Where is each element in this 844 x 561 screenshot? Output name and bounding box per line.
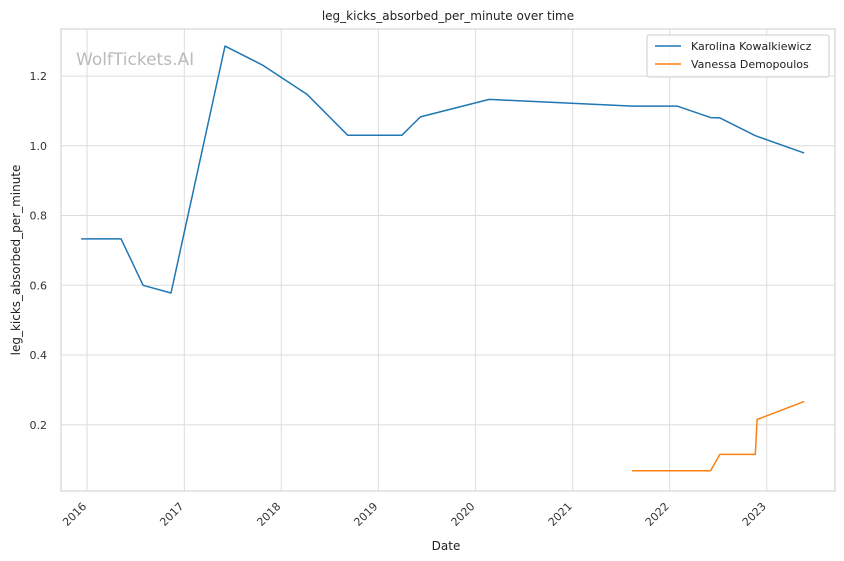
series-layer — [80, 45, 805, 472]
x-tick-label: 2022 — [643, 500, 672, 529]
y-tick-labels: 0.2 0.4 0.6 0.8 1.0 1.2 — [30, 70, 48, 432]
y-tick-label: 0.6 — [30, 279, 48, 292]
y-tick-label: 1.2 — [30, 70, 48, 83]
x-tick-label: 2020 — [449, 500, 478, 529]
chart-title: leg_kicks_absorbed_per_minute over time — [322, 9, 574, 23]
x-axis-title: Date — [432, 539, 461, 553]
plot-background — [61, 29, 835, 491]
x-tick-label: 2016 — [60, 500, 89, 529]
legend-label-vanessa: Vanessa Demopoulos — [691, 58, 809, 71]
x-tick-labels: 2016 2017 2018 2019 2020 2021 2022 2023 — [60, 500, 769, 529]
y-tick-label: 0.4 — [30, 349, 48, 362]
y-axis-title: leg_kicks_absorbed_per_minute — [9, 165, 23, 356]
series-line-1 — [631, 400, 805, 472]
y-tick-label: 0.2 — [30, 419, 48, 432]
series-line-0 — [80, 45, 805, 294]
y-tick-label: 1.0 — [30, 140, 48, 153]
watermark: WolfTickets.AI — [76, 50, 194, 70]
x-tick-label: 2023 — [740, 500, 769, 529]
legend-label-karolina: Karolina Kowalkiewicz — [691, 40, 812, 53]
x-tick-label: 2021 — [546, 500, 575, 529]
legend: Karolina Kowalkiewicz Vanessa Demopoulos — [646, 34, 830, 78]
plot-frame — [60, 28, 836, 492]
x-tick-label: 2019 — [351, 500, 380, 529]
legend-box — [646, 34, 830, 78]
x-tick-label: 2018 — [254, 500, 283, 529]
x-tick-label: 2017 — [157, 500, 186, 529]
y-tick-label: 0.8 — [30, 210, 48, 223]
